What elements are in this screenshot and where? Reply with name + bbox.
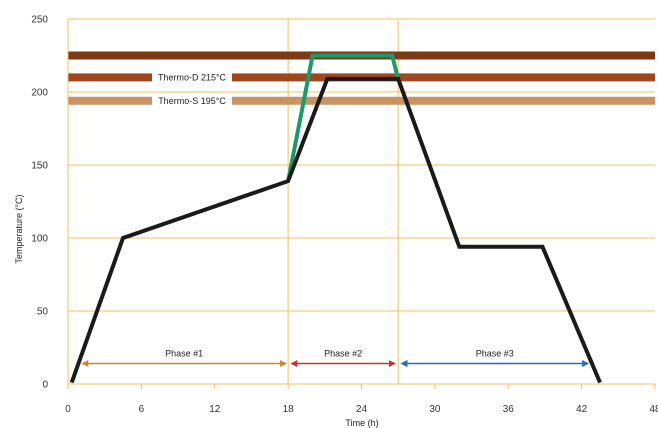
axes: 0 50 100 150 200 250 0 6 12 18 24 30 36 42 48 bbox=[31, 15, 658, 416]
y-axis-title: Temperature (°C) bbox=[14, 194, 24, 263]
band-label: Thermo-D 215°C bbox=[158, 72, 227, 82]
band-label: Thermo-S 195°C bbox=[158, 96, 226, 106]
y-tick-label: 0 bbox=[42, 380, 48, 391]
series bbox=[69, 53, 602, 384]
band-label-background bbox=[152, 95, 232, 106]
x-tick-label: 0 bbox=[65, 404, 71, 415]
phase-annotations: Phase #1 Phase #2 Phase #3 bbox=[81, 349, 590, 368]
x-tick-label: 12 bbox=[209, 404, 221, 415]
series-line bbox=[69, 76, 602, 384]
threshold-band bbox=[68, 96, 655, 105]
x-tick-label: 24 bbox=[356, 404, 368, 415]
phase-label: Phase #3 bbox=[476, 349, 514, 359]
x-axis-title: Time (h) bbox=[345, 418, 378, 428]
y-tick-label: 150 bbox=[31, 161, 48, 172]
phase-label: Phase #1 bbox=[165, 349, 203, 359]
band-label-background bbox=[152, 72, 232, 83]
y-tick-label: 100 bbox=[31, 234, 48, 245]
series-line bbox=[286, 53, 401, 182]
y-tick-label: 200 bbox=[31, 88, 48, 99]
x-tick-label: 42 bbox=[576, 404, 588, 415]
x-tick-label: 36 bbox=[503, 404, 515, 415]
y-tick-label: 250 bbox=[31, 15, 48, 26]
x-tick-label: 6 bbox=[139, 404, 145, 415]
x-tick-label: 30 bbox=[429, 404, 441, 415]
x-tick-label: 48 bbox=[649, 404, 658, 415]
x-tick-label: 18 bbox=[283, 404, 295, 415]
phase-label: Phase #2 bbox=[324, 349, 362, 359]
y-tick-label: 50 bbox=[37, 307, 49, 318]
